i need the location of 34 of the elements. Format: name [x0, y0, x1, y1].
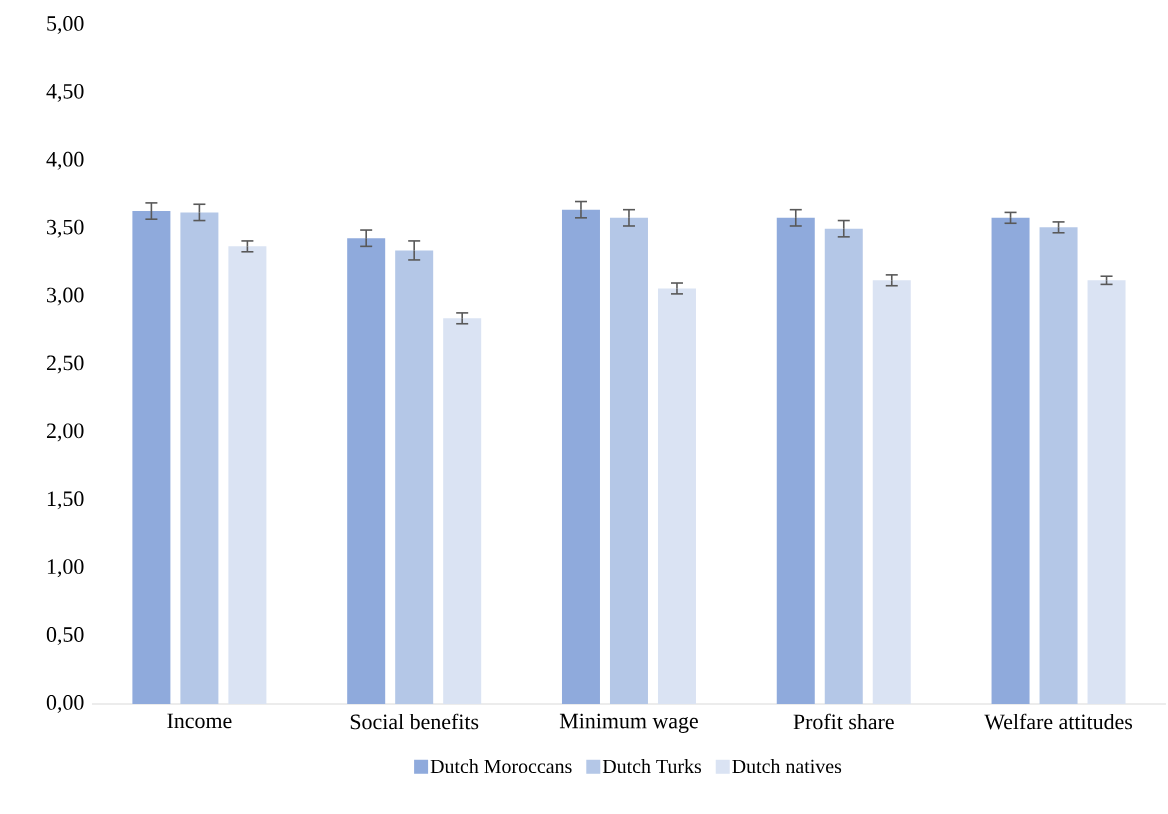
bar — [776, 217, 815, 704]
bar — [609, 217, 648, 704]
bar — [657, 288, 696, 704]
y-tick-label: 0,50 — [46, 627, 84, 646]
y-tick-label: 4,50 — [46, 83, 84, 102]
x-tick-label: Social benefits — [350, 713, 479, 730]
y-tick-label: 5,00 — [47, 16, 84, 34]
bar — [395, 250, 434, 704]
y-tick-label: 2,50 — [46, 355, 84, 374]
bar — [443, 318, 482, 704]
legend-label: Dutch Moroccans — [430, 759, 572, 774]
y-tick-label: 3,00 — [47, 287, 84, 306]
y-tick-label: 1,50 — [47, 491, 84, 510]
bar — [872, 280, 911, 704]
bar — [1039, 227, 1078, 704]
y-tick-label: 3,50 — [47, 219, 84, 238]
legend-label: Dutch Turks — [602, 759, 702, 774]
bar — [991, 217, 1030, 704]
bar — [132, 211, 171, 704]
x-tick-label: Welfare attitudes — [984, 713, 1133, 730]
bar — [347, 238, 386, 704]
y-tick-label: 1,00 — [47, 559, 84, 578]
bar — [561, 209, 600, 704]
bar — [180, 212, 219, 704]
x-tick-label: Profit share — [793, 713, 894, 730]
x-tick-label: Minimum wage — [559, 713, 698, 733]
x-tick-label: Income — [167, 713, 232, 729]
bar — [1087, 280, 1126, 704]
y-tick-label: 0,00 — [46, 695, 84, 713]
y-tick-label: 4,00 — [46, 151, 84, 170]
bar — [824, 228, 863, 704]
bar — [228, 246, 267, 704]
legend-label: Dutch natives — [732, 759, 842, 774]
y-tick-label: 2,00 — [46, 423, 84, 442]
